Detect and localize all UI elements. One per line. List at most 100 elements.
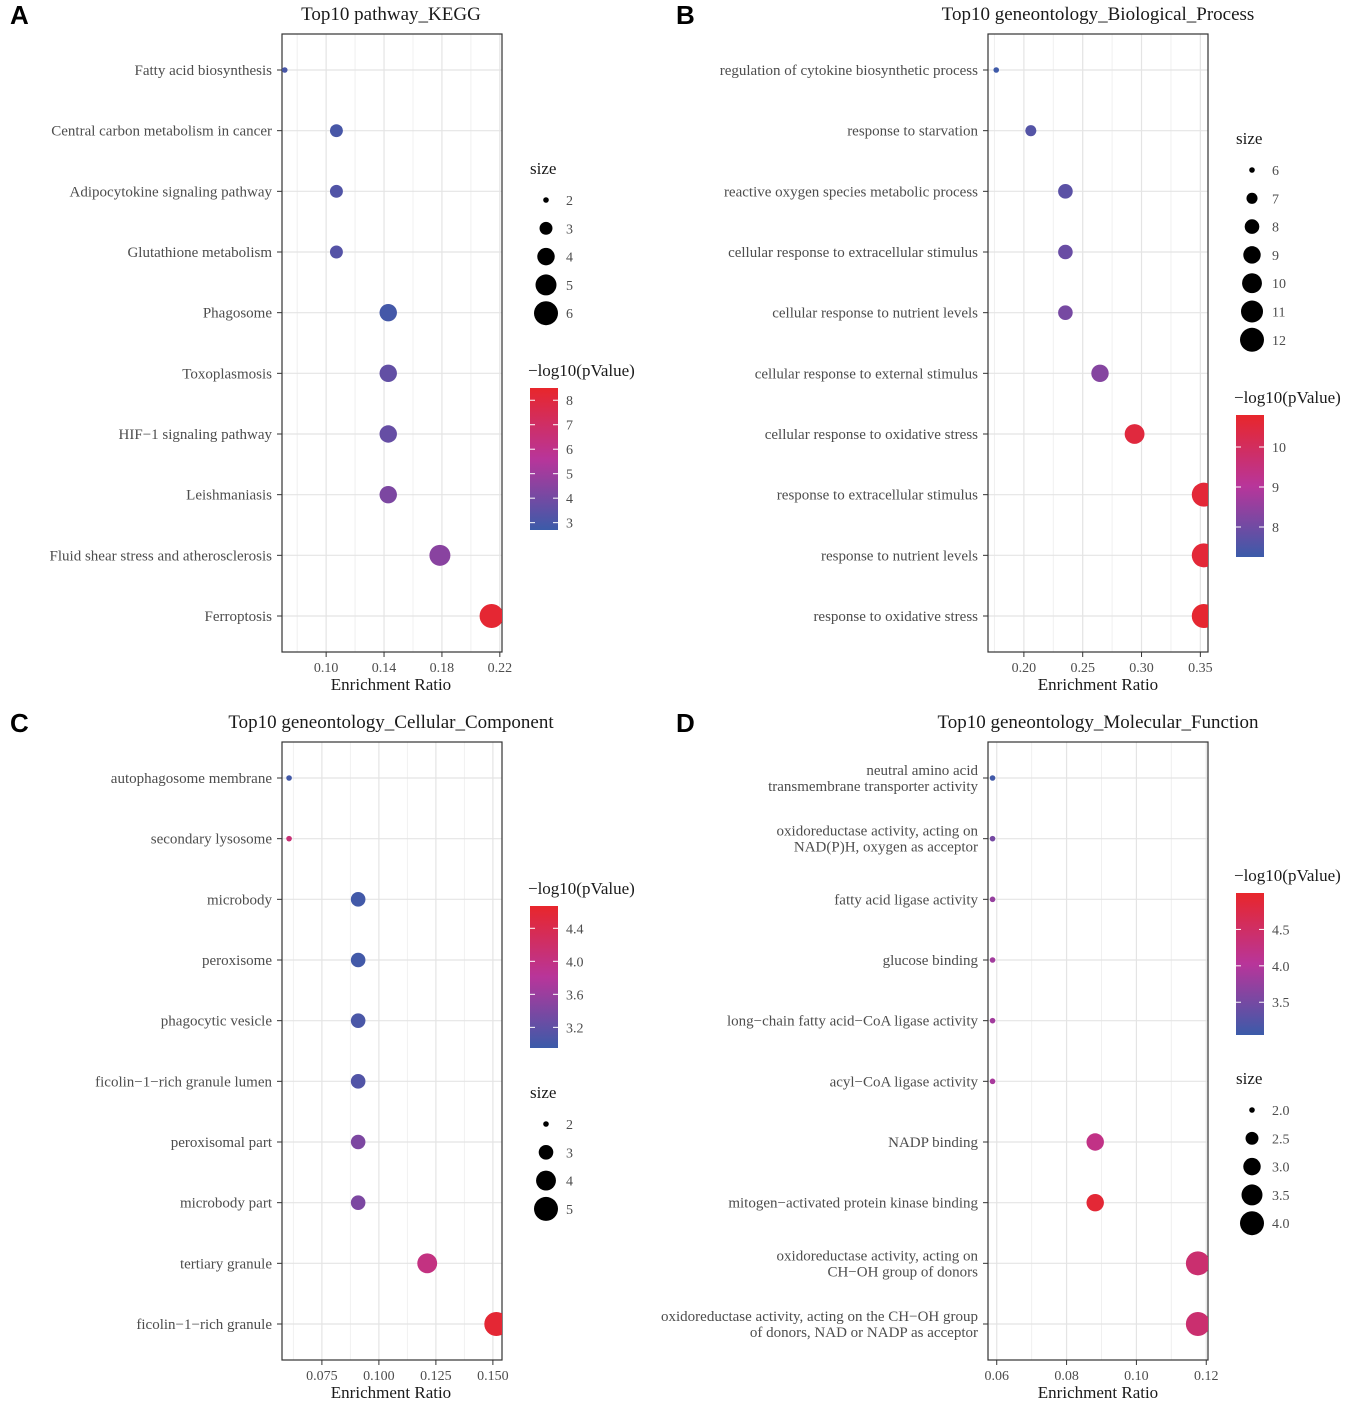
color-legend-title: −log10(pValue) xyxy=(528,361,635,380)
y-tick-label: Glutathione metabolism xyxy=(127,245,272,261)
y-tick-label: microbody part xyxy=(180,1196,273,1212)
size-legend-label: 3.0 xyxy=(1272,1161,1290,1176)
x-tick-label: 0.20 xyxy=(1012,661,1037,676)
size-legend-label: 4 xyxy=(566,251,573,266)
color-bar-label: 5 xyxy=(566,468,573,483)
size-legend-label: 8 xyxy=(1272,221,1279,236)
size-legend-key xyxy=(539,221,553,235)
size-legend: size 2 3 4 5 xyxy=(530,1083,573,1221)
x-tick-label: 0.30 xyxy=(1129,661,1154,676)
color-bar-label: 4.4 xyxy=(566,922,584,937)
color-bar-label: 8 xyxy=(566,394,573,409)
color-legend: −log10(pValue) 3.2 3.6 4.0 4.4 xyxy=(528,879,635,1048)
size-legend-key xyxy=(537,247,555,266)
size-legend-key xyxy=(535,274,557,296)
y-tick-label: tertiary granule xyxy=(180,1256,272,1272)
size-legend-title: size xyxy=(530,159,556,178)
y-tick-label: NADP binding xyxy=(888,1135,978,1151)
data-point xyxy=(989,1017,996,1024)
y-tick-label: phagocytic vesicle xyxy=(161,1014,273,1030)
data-point xyxy=(1025,125,1037,137)
y-tick-label: Ferroptosis xyxy=(205,609,273,625)
size-legend-key xyxy=(543,1121,549,1127)
y-tick-label: cellular response to external stimulus xyxy=(755,366,978,382)
x-tick-label: 0.06 xyxy=(984,1369,1009,1384)
size-legend-key xyxy=(534,301,558,326)
x-axis-title: Enrichment Ratio xyxy=(1038,1383,1158,1401)
size-legend-key xyxy=(1249,1107,1255,1113)
plot-area xyxy=(282,34,502,652)
data-point xyxy=(1058,184,1073,199)
data-point xyxy=(350,1074,366,1089)
plot-area xyxy=(988,742,1208,1360)
plot-border xyxy=(281,741,503,1361)
x-tick-label: 0.10 xyxy=(1124,1369,1149,1384)
color-bar xyxy=(1236,893,1264,1035)
color-bar-label: 4.5 xyxy=(1272,923,1290,938)
size-legend-label: 3 xyxy=(566,1146,573,1161)
plot-area xyxy=(988,34,1208,652)
data-point xyxy=(350,892,366,907)
plot-border xyxy=(281,33,503,653)
data-point xyxy=(350,1195,366,1210)
panel-letter: C xyxy=(10,708,29,738)
x-axis-title: Enrichment Ratio xyxy=(331,675,451,694)
y-tick-label: reactive oxygen species metabolic proces… xyxy=(724,184,978,200)
size-legend-label: 12 xyxy=(1272,334,1286,349)
data-points xyxy=(989,775,1208,1336)
color-bar-label: 3.6 xyxy=(566,988,584,1003)
x-tick-label: 0.150 xyxy=(477,1369,509,1384)
panel-a: A Top10 pathway_KEGG Fatty acid biosynthes… xyxy=(10,0,635,694)
panel-c: C Top10 geneontology_Cellular_Componentau… xyxy=(10,708,635,1401)
color-bar xyxy=(530,906,558,1048)
data-point xyxy=(1185,1312,1208,1336)
data-point xyxy=(989,1078,996,1085)
data-point xyxy=(1185,1251,1208,1276)
y-tick-label: regulation of cytokine biosynthetic proc… xyxy=(720,63,978,79)
y-tick-label: transmembrane transporter activity xyxy=(768,779,978,795)
data-point xyxy=(1191,604,1208,628)
color-bar-label: 9 xyxy=(1272,481,1279,496)
panel-title: Top10 geneontology_Biological_Process xyxy=(942,4,1255,25)
size-legend-label: 3 xyxy=(566,222,573,237)
data-point xyxy=(379,425,397,443)
size-legend-key xyxy=(1240,300,1264,323)
data-point xyxy=(989,835,996,842)
size-legend-label: 6 xyxy=(566,307,573,322)
panel-letter: D xyxy=(676,708,695,738)
panel-letter: B xyxy=(676,0,695,30)
y-tick-label: oxidoreductase activity, acting on xyxy=(777,1248,979,1264)
size-legend-label: 4.0 xyxy=(1272,1217,1290,1232)
size-legend-label: 5 xyxy=(566,279,573,294)
y-tick-label: glucose binding xyxy=(883,953,979,969)
y-tick-label: response to nutrient levels xyxy=(821,548,978,564)
size-legend-label: 2.0 xyxy=(1272,1104,1290,1119)
x-axis-title: Enrichment Ratio xyxy=(331,1383,451,1401)
size-legend-label: 7 xyxy=(1272,192,1279,207)
size-legend-label: 10 xyxy=(1272,277,1286,292)
color-bar-label: 4 xyxy=(566,492,573,507)
color-bar-label: 10 xyxy=(1272,441,1286,456)
data-point xyxy=(1058,244,1073,260)
data-point xyxy=(1091,364,1109,383)
y-tick-label: secondary lysosome xyxy=(151,832,273,848)
x-tick-label: 0.075 xyxy=(306,1369,338,1384)
size-legend-label: 11 xyxy=(1272,306,1285,321)
size-legend: size 6 7 8 9 10 11 12 xyxy=(1236,129,1286,352)
panel-letter: A xyxy=(10,0,29,30)
size-legend-label: 5 xyxy=(566,1203,573,1218)
plot-border xyxy=(987,741,1209,1361)
data-point xyxy=(484,1312,502,1336)
color-bar-label: 4.0 xyxy=(1272,960,1290,975)
x-tick-label: 0.18 xyxy=(430,661,455,676)
data-point xyxy=(329,245,343,259)
data-point xyxy=(350,1013,366,1028)
data-point xyxy=(286,835,292,842)
size-legend-key xyxy=(1245,1131,1259,1145)
y-tick-label: ficolin−1−rich granule lumen xyxy=(95,1074,272,1090)
size-legend-title: size xyxy=(530,1083,556,1102)
y-tick-label: ficolin−1−rich granule xyxy=(136,1317,272,1333)
size-legend-key xyxy=(1241,1184,1263,1206)
data-point xyxy=(993,67,1000,73)
